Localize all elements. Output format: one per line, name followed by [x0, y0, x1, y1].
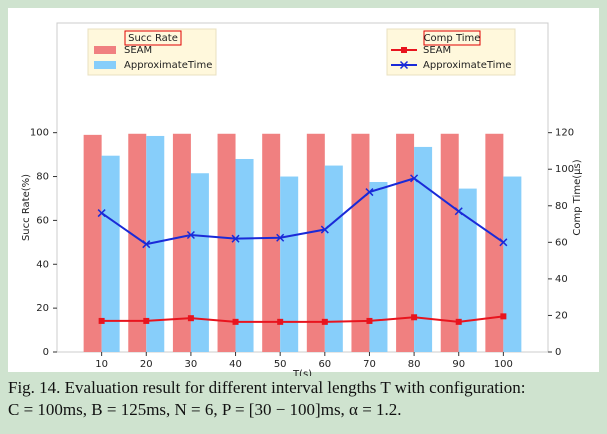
- y2-tick-label: 0: [555, 347, 561, 358]
- marker: [187, 315, 194, 322]
- bar: [396, 133, 415, 352]
- legend-label: ApproximateTime: [423, 60, 511, 71]
- y-tick-label: 40: [36, 259, 49, 270]
- bar: [306, 133, 325, 352]
- caption-line: Fig. 14. Evaluation result for different…: [8, 378, 526, 397]
- y-tick-label: 100: [30, 128, 49, 139]
- x-tick-label: 70: [363, 359, 376, 370]
- legend-marker: [401, 47, 407, 53]
- bar: [440, 133, 459, 352]
- y2-tick-label: 20: [555, 310, 568, 321]
- legend-label: SEAM: [423, 45, 451, 56]
- bar: [503, 176, 522, 352]
- legend-title-box: [423, 30, 481, 46]
- legend-title: Succ Rate: [128, 33, 178, 44]
- marker: [232, 318, 239, 325]
- x-tick-label: 10: [95, 359, 108, 370]
- marker: [320, 225, 329, 234]
- plot-frame: [56, 22, 549, 353]
- x-tick-label: 60: [318, 359, 331, 370]
- bar: [190, 173, 209, 352]
- legend-swatch: [94, 46, 116, 54]
- marker: [142, 240, 151, 249]
- y2-tick-label: 100: [555, 164, 574, 175]
- x-tick-label: 80: [408, 359, 421, 370]
- marker: [499, 238, 508, 247]
- marker: [365, 188, 374, 197]
- line: [101, 315, 504, 323]
- bar: [83, 134, 102, 352]
- bar: [369, 182, 388, 352]
- marker: [98, 317, 105, 324]
- legend-label: ApproximateTime: [124, 60, 212, 71]
- marker: [411, 314, 418, 321]
- y2-tick-label: 40: [555, 274, 568, 285]
- y2-tick-label: 120: [555, 128, 574, 139]
- bar: [172, 133, 191, 352]
- marker: [366, 317, 373, 324]
- bar: [235, 158, 254, 352]
- legend-swatch: [94, 61, 116, 69]
- legend-title-box: [124, 30, 182, 46]
- bar: [217, 133, 236, 352]
- marker: [276, 233, 285, 242]
- legend-box: [386, 28, 516, 76]
- marker: [410, 174, 419, 183]
- legend-title: Comp Time: [424, 33, 481, 44]
- x-axis-label: T(s): [292, 369, 312, 376]
- x-tick-label: 90: [452, 359, 465, 370]
- marker: [97, 209, 106, 218]
- bar: [101, 155, 120, 352]
- bar: [128, 133, 147, 352]
- marker: [500, 313, 507, 320]
- y2-tick-label: 60: [555, 237, 568, 248]
- bar: [414, 146, 433, 352]
- marker: [143, 317, 150, 324]
- chart: 0 20 40 60 80 100 0 20 40 60 80 100 120 10 20 30 40 50 60 7…: [8, 8, 599, 376]
- y2-axis-label: Comp Time(µs): [572, 159, 583, 235]
- y2-tick-label: 80: [555, 201, 568, 212]
- x-tick-label: 30: [185, 359, 198, 370]
- y-tick-label: 60: [36, 215, 49, 226]
- caption-line: C = 100ms, B = 125ms, N = 6, P = [30 − 1…: [8, 400, 402, 419]
- bar: [351, 133, 370, 352]
- marker: [321, 318, 328, 325]
- x-tick-label: 40: [229, 359, 242, 370]
- bar: [280, 176, 299, 352]
- y-tick-label: 0: [43, 347, 49, 358]
- marker: [186, 230, 195, 240]
- bar: [485, 133, 504, 352]
- marker: [454, 207, 463, 216]
- bar: [262, 133, 281, 352]
- marker: [455, 318, 462, 325]
- bar: [458, 188, 477, 352]
- x-tick-label: 20: [140, 359, 153, 370]
- y-tick-label: 80: [36, 172, 49, 183]
- x-tick-label: 50: [274, 359, 287, 370]
- x-tick-label: 100: [494, 359, 513, 370]
- line: [101, 177, 504, 246]
- legend-label: SEAM: [124, 45, 152, 56]
- bar: [146, 135, 165, 352]
- marker: [231, 234, 240, 243]
- y-tick-label: 20: [36, 303, 49, 314]
- y-axis-label: Succ Rate(%): [21, 174, 32, 241]
- bar: [324, 165, 343, 352]
- marker: [277, 318, 284, 325]
- legend-marker: [399, 60, 409, 70]
